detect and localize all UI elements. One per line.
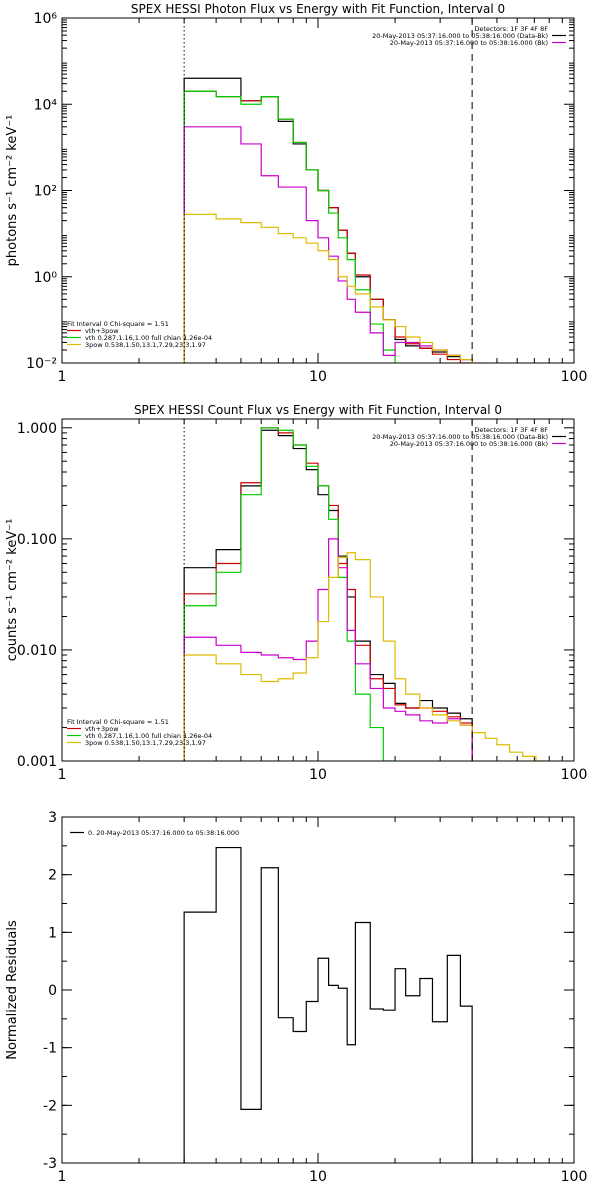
y-tick-label: 3 [48,810,57,826]
x-tick-label: 100 [561,767,588,783]
fit-legend-label: vth 0.287,1.16,1.00 full chian 1.26e-04 [85,334,212,342]
series-line [183,77,473,363]
x-tick-label: 10 [309,369,327,385]
series-line [183,90,396,363]
y-tick-label: -3 [43,1156,57,1172]
series-group [183,846,473,1163]
legend-entry-label: 20-May-2013 05:37:16.000 to 05:38:16.000… [372,32,548,40]
x-tick-label: 100 [561,369,588,385]
series-line [183,552,549,761]
legend-entry-label: 0. 20-May-2013 05:37:16.000 to 05:38:16.… [88,829,239,837]
y-tick-label: 0.100 [17,532,57,548]
series-group [183,77,486,363]
legend-entry-label: 20-May-2013 05:37:16.000 to 05:38:16.000… [372,433,548,441]
plot-frame [61,816,575,1164]
series-line [183,90,473,363]
fit-legend-label: 3pow 0.538,1.50,13.1,7.29,23.3,1.97 [85,341,206,349]
plot-frame [61,17,575,364]
y-axis-label: Normalized Residuals [5,920,20,1060]
legend-entry-label: 20-May-2013 05:37:16.000 to 05:38:16.000… [390,440,548,448]
y-tick-label: -2 [43,1098,57,1114]
y-tick-label: 10² [34,184,57,200]
fit-legend-label: 3pow 0.538,1.50,13.1,7.29,23.3,1.97 [85,739,206,747]
fit-legend-label: vth 0.287,1.16,1.00 full chian 1.26e-04 [85,732,212,740]
x-tick-label: 10 [309,767,327,783]
y-axis-label: counts s⁻¹ cm⁻² keV⁻¹ [5,519,20,662]
series-line [183,126,473,363]
fit-legend-label: vth+3pow [85,725,119,733]
y-tick-label: 1 [48,925,57,941]
y-tick-label: 10⁰ [34,270,58,286]
x-tick-label: 1 [58,369,67,385]
x-tick-label: 1 [58,767,67,783]
y-tick-label: 10⁻² [26,356,57,372]
y-tick-label: 10⁴ [34,97,58,113]
y-tick-label: -1 [43,1041,57,1057]
fit-legend-title: Fit Interval 0 Chi-square = 1.51 [67,320,169,328]
fit-legend-label: vth+3pow [85,327,119,335]
series-group [183,427,549,761]
fit-legend-title: Fit Interval 0 Chi-square = 1.51 [67,718,169,726]
y-tick-label: 2 [48,868,57,884]
y-tick-label: 0.010 [17,643,57,659]
series-line [183,846,473,1163]
series-line [183,427,396,761]
x-tick-label: 100 [561,1169,588,1185]
x-tick-label: 10 [309,1169,327,1185]
y-tick-label: 1.000 [17,421,57,437]
y-axis-label: photons s⁻¹ cm⁻² keV⁻¹ [5,115,20,267]
chart-panel-1: SPEX HESSI Photon Flux vs Energy with Fi… [5,2,587,385]
legend-title: Detectors: 1F 3F 4F 8F [474,426,548,434]
chart-panel-2: SPEX HESSI Count Flux vs Energy with Fit… [5,403,587,783]
y-tick-label: 0.001 [17,754,57,770]
chart-title: SPEX HESSI Photon Flux vs Energy with Fi… [131,2,505,16]
y-tick-label: 0 [48,983,57,999]
series-line [183,538,473,761]
series-line [183,213,486,363]
x-tick-label: 1 [58,1169,67,1185]
legend-title: Detectors: 1F 3F 4F 8F [474,25,548,33]
chart-title: SPEX HESSI Count Flux vs Energy with Fit… [134,403,502,417]
plot-frame [61,418,575,762]
legend-entry-label: 20-May-2013 05:37:16.000 to 05:38:16.000… [390,39,548,47]
y-tick-label: 10⁶ [34,11,58,27]
